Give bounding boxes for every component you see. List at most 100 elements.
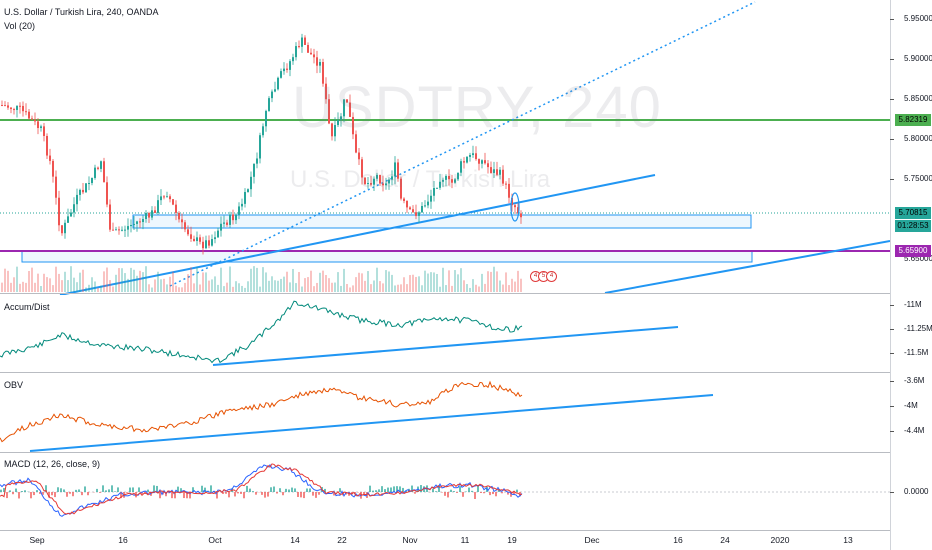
macd-histogram-bar — [180, 488, 182, 492]
event-marker-3[interactable]: 4 — [546, 271, 557, 282]
candle-body — [460, 161, 462, 173]
macd-histogram-bar — [201, 485, 203, 492]
macd-histogram-bar — [129, 487, 131, 492]
volume-bar — [16, 266, 18, 292]
candle-body — [490, 167, 492, 173]
volume-bar — [304, 278, 306, 292]
time-tick: 14 — [290, 535, 300, 545]
macd-histogram-bar — [444, 492, 446, 496]
candle-body — [181, 219, 183, 223]
candle-body — [28, 111, 30, 119]
volume-bar — [373, 280, 375, 292]
candle-body — [16, 105, 18, 110]
macd-histogram-bar — [423, 486, 425, 492]
volume-bar — [316, 282, 318, 292]
pane-separator — [0, 530, 932, 531]
volume-bar — [391, 274, 393, 292]
candle-body — [82, 189, 84, 193]
candle-body — [142, 219, 144, 223]
accum-tick: -11.25M — [904, 324, 932, 333]
candle-body — [457, 172, 459, 180]
price-axis[interactable] — [890, 0, 932, 550]
candle-body — [439, 181, 441, 188]
volume-bar — [268, 280, 270, 292]
candle-body — [433, 187, 435, 196]
candle-body — [199, 237, 201, 242]
volume-bar — [436, 273, 438, 292]
candle-body — [256, 158, 258, 164]
candle-body — [376, 174, 378, 179]
volume-bar — [322, 270, 324, 292]
volume-bar — [79, 272, 81, 292]
candle-body — [313, 54, 315, 58]
volume-bar — [478, 286, 480, 292]
volume-bar — [22, 281, 24, 292]
macd-histogram-bar — [216, 492, 218, 499]
volume-bar — [160, 279, 162, 292]
macd-histogram-bar — [477, 485, 479, 492]
candle-body — [202, 241, 204, 249]
macd-histogram-bar — [72, 492, 74, 497]
candle-body — [151, 210, 153, 218]
volume-bar — [499, 280, 501, 292]
candle-body — [166, 196, 168, 198]
volume-bar — [415, 276, 417, 292]
macd-histogram-bar — [387, 487, 389, 492]
trendline-main — [59, 174, 656, 295]
candle-body — [235, 214, 237, 221]
volume-bar — [112, 286, 114, 292]
candle-body — [91, 177, 93, 184]
macd-histogram-bar — [9, 490, 11, 492]
volume-bar — [274, 280, 276, 292]
volume-bar — [253, 266, 255, 292]
volume-bar — [217, 284, 219, 292]
time-tick: 13 — [843, 535, 853, 545]
candle-body — [67, 216, 69, 223]
candle-body — [205, 240, 207, 249]
macd-histogram-bar — [237, 492, 239, 494]
price-chart[interactable] — [0, 0, 890, 295]
macd-histogram-bar — [102, 485, 104, 492]
obv-tick: -4.4M — [904, 426, 925, 435]
candle-body — [79, 189, 81, 195]
candle-body — [40, 126, 42, 129]
volume-bar — [208, 280, 210, 292]
pane-separator[interactable] — [0, 293, 932, 294]
macd-histogram-bar — [288, 489, 290, 492]
candle-body — [469, 154, 471, 157]
volume-bar — [244, 287, 246, 292]
volume-label: Vol (20) — [4, 21, 36, 31]
volume-bar — [115, 274, 117, 292]
macd-histogram-bar — [114, 491, 116, 492]
macd-histogram-bar — [108, 489, 110, 492]
volume-bar — [220, 267, 222, 292]
candle-body — [130, 224, 132, 227]
candle-body — [310, 52, 312, 55]
volume-bar — [370, 284, 372, 292]
volume-bar — [358, 272, 360, 292]
macd-histogram-bar — [69, 492, 71, 494]
volume-bar — [229, 266, 231, 292]
macd-histogram-bar — [243, 492, 245, 499]
candle-body — [112, 229, 114, 231]
macd-histogram-bar — [495, 492, 497, 497]
candle-body — [388, 179, 390, 184]
candle-body — [253, 163, 255, 177]
pane-separator[interactable] — [0, 452, 932, 453]
pane-separator[interactable] — [0, 372, 932, 373]
candle-body — [295, 46, 297, 58]
candle-body — [478, 159, 480, 164]
candle-body — [322, 62, 324, 84]
candle-body — [280, 71, 282, 78]
volume-bar — [4, 268, 6, 292]
volume-bar — [466, 284, 468, 292]
volume-bar — [298, 271, 300, 292]
candle-body — [511, 197, 513, 206]
macd-histogram-bar — [117, 487, 119, 492]
candle-body — [175, 204, 177, 213]
accum-tick: -11M — [904, 300, 922, 309]
volume-bar — [406, 284, 408, 292]
volume-bar — [520, 278, 522, 292]
candle-body — [355, 134, 357, 153]
macd-histogram-bar — [414, 492, 416, 494]
